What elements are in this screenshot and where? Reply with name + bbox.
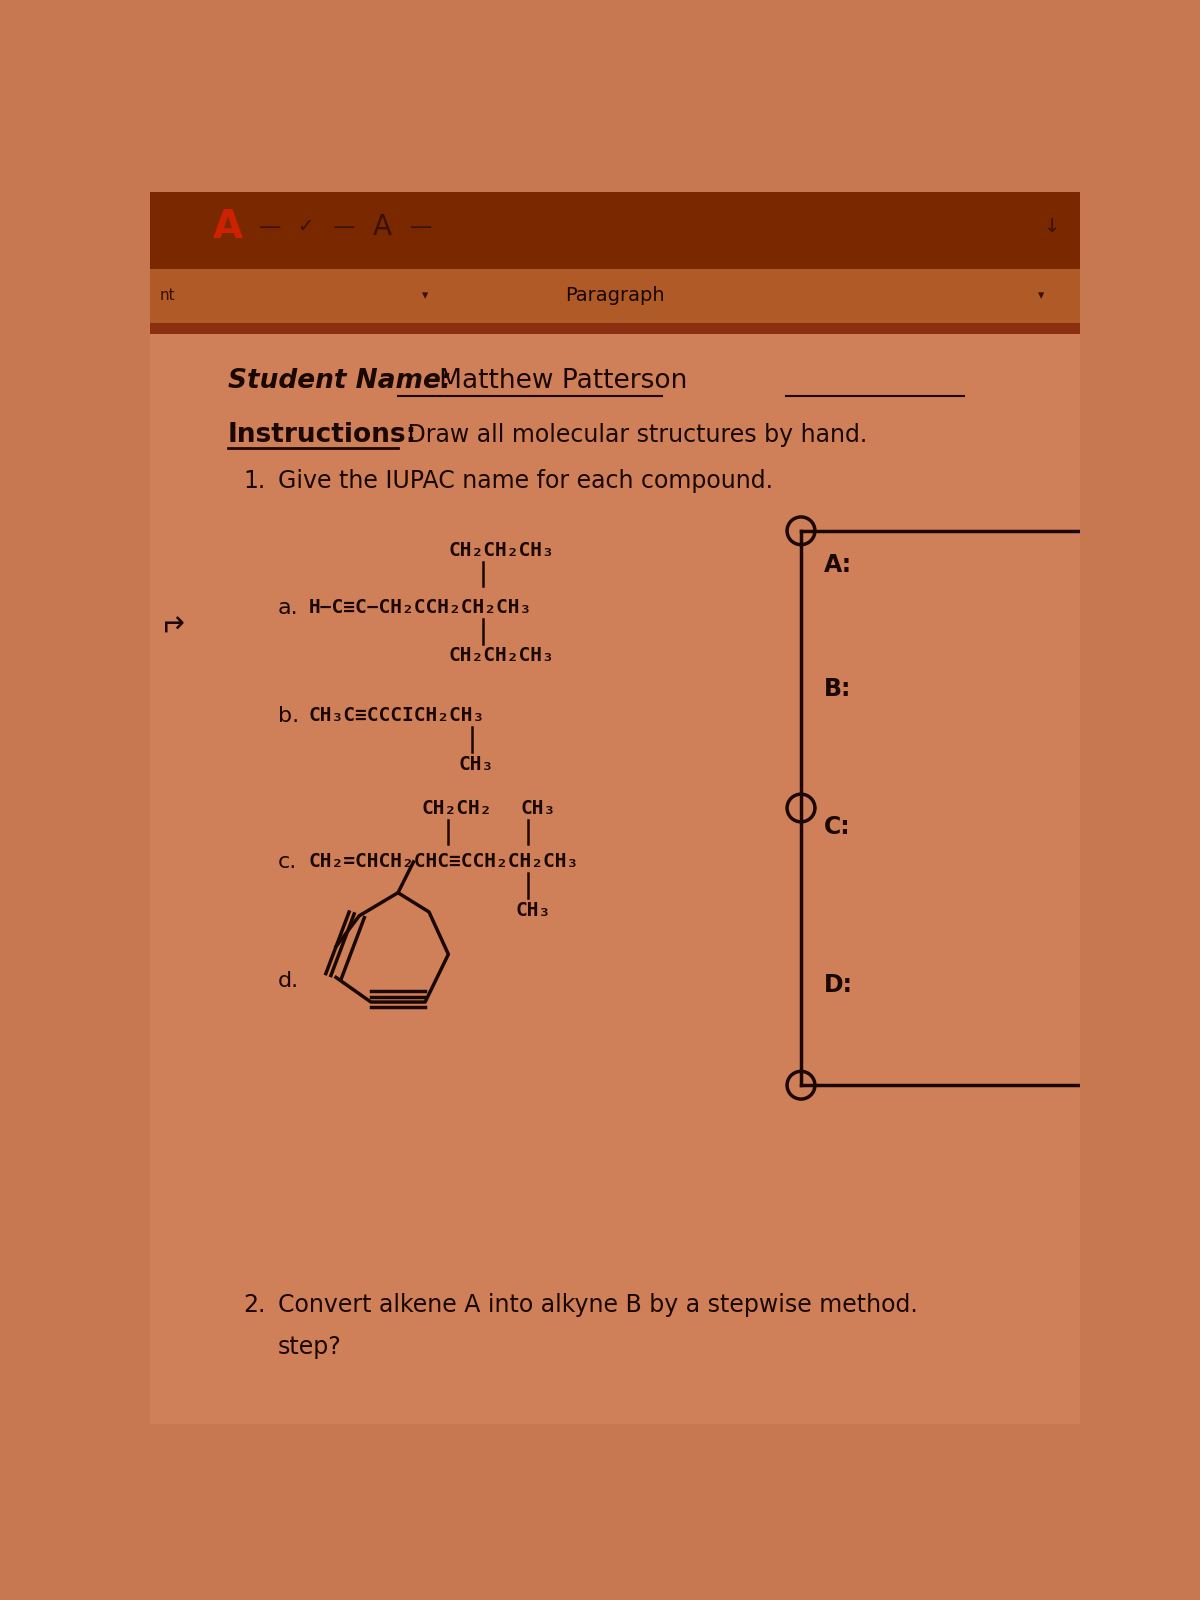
Text: nt: nt <box>160 288 175 304</box>
Bar <box>150 334 1080 1424</box>
Text: H−C≡C−CH₂CCH₂CH₂CH₃: H−C≡C−CH₂CCH₂CH₂CH₃ <box>308 598 532 618</box>
Text: A:: A: <box>824 554 852 578</box>
Text: CH₃: CH₃ <box>458 755 493 774</box>
Text: A: A <box>373 213 392 240</box>
Text: ↓: ↓ <box>1044 218 1061 237</box>
Text: CH₃: CH₃ <box>521 798 556 818</box>
Text: CH₂=CHCH₂CHC≡CCH₂CH₂CH₃: CH₂=CHCH₂CHC≡CCH₂CH₂CH₃ <box>308 853 580 872</box>
Text: b.: b. <box>278 706 299 726</box>
Bar <box>150 269 1080 323</box>
Text: Matthew Patterson: Matthew Patterson <box>414 368 686 394</box>
Text: C:: C: <box>824 816 851 840</box>
Text: —: — <box>332 216 355 237</box>
Text: ▾: ▾ <box>1038 290 1044 302</box>
Text: A: A <box>212 208 242 246</box>
Text: Instructions:: Instructions: <box>228 421 416 448</box>
Text: Give the IUPAC name for each compound.: Give the IUPAC name for each compound. <box>278 469 773 493</box>
Text: ▾: ▾ <box>422 290 428 302</box>
Text: c.: c. <box>278 851 298 872</box>
Text: CH₂CH₂: CH₂CH₂ <box>421 798 492 818</box>
Text: Convert alkene A into alkyne B by a stepwise method.: Convert alkene A into alkyne B by a step… <box>278 1293 918 1317</box>
Text: Draw all molecular structures by hand.: Draw all molecular structures by hand. <box>401 422 868 446</box>
Text: CH₃C≡CCCICH₂CH₃: CH₃C≡CCCICH₂CH₃ <box>308 706 485 725</box>
Text: 1.: 1. <box>242 469 265 493</box>
Text: D:: D: <box>824 973 853 997</box>
Text: Paragraph: Paragraph <box>565 286 665 306</box>
Text: —: — <box>259 216 281 237</box>
Text: d.: d. <box>278 971 299 992</box>
Text: 2.: 2. <box>242 1293 265 1317</box>
Text: —: — <box>410 216 432 237</box>
Text: step?: step? <box>278 1334 342 1358</box>
Text: CH₃: CH₃ <box>515 901 551 920</box>
Bar <box>150 192 1080 269</box>
Text: CH₂CH₂CH₃: CH₂CH₂CH₃ <box>449 541 554 560</box>
Bar <box>150 323 1080 334</box>
Text: ↵: ↵ <box>157 605 182 634</box>
Text: a.: a. <box>278 598 299 618</box>
Text: CH₂CH₂CH₃: CH₂CH₂CH₃ <box>449 646 554 666</box>
Text: Student Name:: Student Name: <box>228 368 451 394</box>
Text: B:: B: <box>824 677 852 701</box>
Text: ✓: ✓ <box>296 218 313 237</box>
